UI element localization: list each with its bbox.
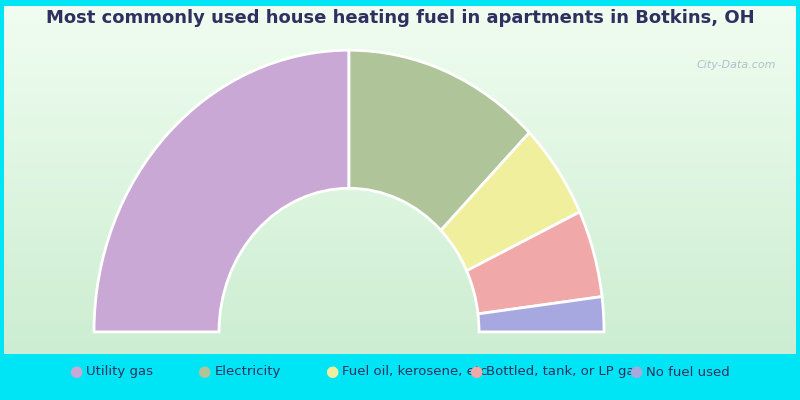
Bar [4,151,796,157]
Bar [4,104,796,110]
Bar [4,76,796,81]
Text: Utility gas: Utility gas [86,366,154,378]
Text: ●: ● [470,364,482,380]
Bar [4,134,796,139]
Bar [4,278,796,284]
Bar [4,18,796,23]
Bar [4,232,796,238]
Text: ●: ● [198,364,210,380]
Bar [4,226,796,232]
Bar [4,29,796,35]
Text: Bottled, tank, or LP gas: Bottled, tank, or LP gas [486,366,642,378]
Bar [4,93,796,99]
Bar [4,290,796,296]
Bar [4,139,796,145]
Bar [4,325,796,331]
Bar [4,319,796,325]
Bar [4,348,796,354]
Bar [4,203,796,209]
Text: Electricity: Electricity [214,366,281,378]
Bar [4,23,796,29]
Bar [4,273,796,278]
Bar [4,116,796,122]
Bar [4,6,796,12]
Wedge shape [466,212,602,314]
Bar [4,314,796,319]
Bar [4,250,796,255]
Text: ●: ● [630,364,642,380]
Bar [4,157,796,162]
Bar [4,46,796,52]
Bar [4,41,796,46]
Bar [4,197,796,203]
Bar [4,255,796,261]
Bar [4,342,796,348]
Bar [4,331,796,336]
Bar [4,162,796,168]
Bar [4,209,796,215]
Bar [4,99,796,105]
Text: ●: ● [70,364,82,380]
Bar [4,302,796,308]
Bar [4,81,796,87]
Text: City-Data.com: City-Data.com [697,60,776,70]
Bar [4,168,796,174]
Bar [4,180,796,186]
Text: No fuel used: No fuel used [646,366,730,378]
Bar [4,284,796,290]
Bar [4,244,796,250]
Bar [4,192,796,197]
Bar [4,238,796,244]
Bar [4,70,796,76]
Bar [4,87,796,93]
Bar [4,174,796,180]
Wedge shape [478,296,604,332]
Text: ●: ● [326,364,338,380]
Bar [4,110,796,116]
Bar [4,308,796,314]
Bar [4,122,796,128]
Text: Fuel oil, kerosene, etc.: Fuel oil, kerosene, etc. [342,366,492,378]
Bar [4,64,796,70]
Bar [4,215,796,221]
Bar [4,58,796,64]
Wedge shape [441,133,580,271]
Wedge shape [94,50,349,332]
Bar [4,186,796,192]
Bar [4,12,796,18]
Bar [4,52,796,58]
Wedge shape [349,50,530,230]
Bar [4,145,796,151]
Bar [4,336,796,342]
Text: Most commonly used house heating fuel in apartments in Botkins, OH: Most commonly used house heating fuel in… [46,9,754,27]
Bar [4,35,796,41]
Bar [4,261,796,267]
Bar [4,267,796,273]
Bar [4,296,796,302]
Bar [4,220,796,226]
Bar [4,128,796,134]
